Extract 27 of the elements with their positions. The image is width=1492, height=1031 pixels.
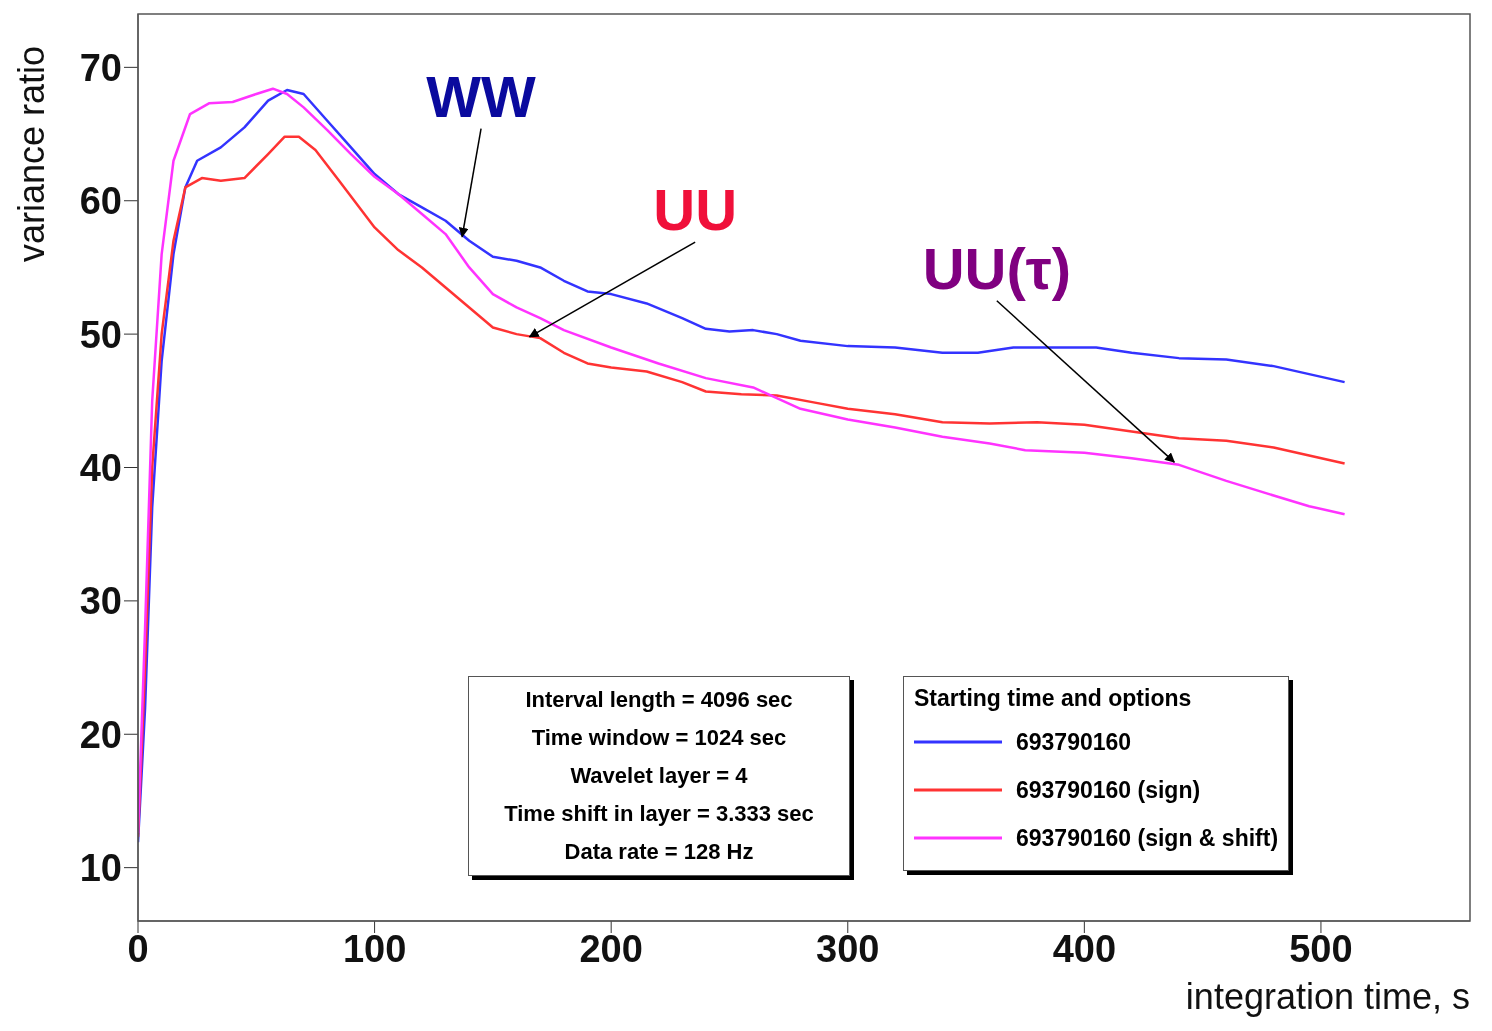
x-tick-label: 0 — [127, 927, 149, 970]
annotation: Time shift in layer = 3.333 sec — [503, 800, 815, 828]
x-tick-label: 200 — [579, 927, 643, 970]
annotation: Data rate = 128 Hz — [563, 838, 755, 866]
x-axis-title: integration time, s — [1185, 976, 1470, 1017]
annotation: UU(τ) — [922, 235, 1071, 301]
y-tick-label: 70 — [79, 46, 122, 89]
legend-label: 693790160 (sign & shift) — [1016, 824, 1279, 852]
annotation: Interval length = 4096 sec — [524, 686, 794, 714]
x-tick-label: 400 — [1052, 927, 1117, 970]
annotation: WW — [426, 63, 537, 129]
annotation: UU — [653, 177, 738, 243]
y-tick-label: 60 — [79, 180, 122, 223]
y-tick-label: 50 — [79, 313, 122, 356]
x-tick-label: 500 — [1289, 927, 1353, 970]
legend-label: 693790160 — [1016, 728, 1132, 756]
x-tick-label: 300 — [816, 927, 880, 970]
annotation: Wavelet layer = 4 — [569, 762, 749, 790]
x-tick-label: 100 — [342, 927, 407, 970]
y-tick-label: 40 — [79, 446, 122, 489]
y-axis-title: variance ratio — [11, 45, 52, 263]
annotation: Time window = 1024 sec — [530, 724, 788, 752]
y-tick-label: 10 — [79, 847, 122, 890]
y-tick-label: 30 — [79, 580, 122, 623]
y-tick-label: 20 — [79, 713, 122, 756]
legend-label: 693790160 (sign) — [1016, 776, 1201, 804]
legend-title: Starting time and options — [914, 685, 1193, 712]
